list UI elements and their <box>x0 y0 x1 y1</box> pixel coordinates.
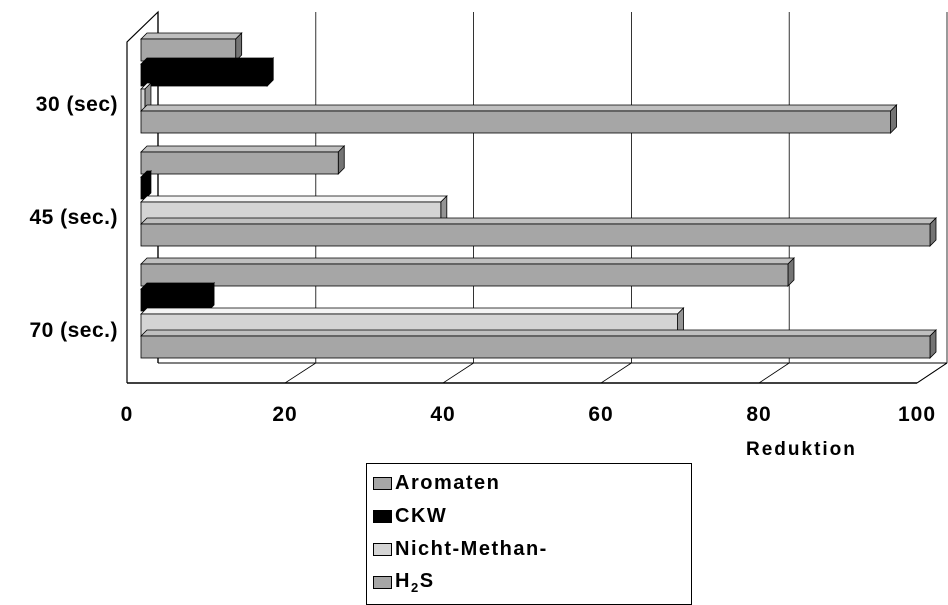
x-axis-title: Reduktion <box>746 439 857 460</box>
bar-h2s <box>140 217 937 247</box>
bar-top-face <box>140 145 346 153</box>
bar-top-face <box>140 195 448 203</box>
bar-ckw <box>140 170 152 200</box>
legend-label-ckw: CKW <box>395 504 448 527</box>
x-tick-labels: 0 20 40 60 80 100 <box>121 403 936 426</box>
bar-front-face <box>140 335 931 359</box>
bar-front-face <box>140 63 268 87</box>
floor-gridline <box>758 362 790 384</box>
bar-aromaten <box>140 32 243 62</box>
bar-front-face <box>140 263 789 287</box>
legend: Aromaten CKW Nicht-Methan- H2S <box>366 463 692 605</box>
x-tick-label: 40 <box>430 403 455 426</box>
bar-front-face <box>140 110 891 134</box>
bar-top-face <box>140 32 243 40</box>
bars <box>140 32 937 359</box>
bar-top-face <box>140 329 937 337</box>
legend-item-aromaten: Aromaten <box>373 468 500 498</box>
legend-label-h2s: H2S <box>395 570 435 595</box>
legend-label-h2s-sub: 2 <box>410 579 420 595</box>
legend-swatch-aromaten <box>373 476 392 490</box>
bar-aromaten <box>140 145 346 175</box>
x-tick-label: 100 <box>898 403 936 426</box>
legend-label-h2s-suffix: S <box>419 569 435 592</box>
legend-label-h2s-base: H <box>395 569 411 592</box>
floor-gridline <box>916 362 948 384</box>
bar-front-face <box>140 223 931 247</box>
category-label: 70 (sec.) <box>29 319 118 342</box>
bar-ckw <box>140 57 275 87</box>
legend-item-ckw: CKW <box>373 501 447 531</box>
bar-front-face <box>140 176 146 200</box>
legend-swatch-ckw <box>373 509 392 523</box>
x-tick-label: 0 <box>121 403 134 426</box>
bar-top-face <box>140 282 216 290</box>
floor-gridline <box>600 362 632 384</box>
legend-item-nicht-methan: Nicht-Methan- <box>373 534 548 564</box>
category-labels: 30 (sec) 45 (sec.) 70 (sec.) <box>29 93 118 342</box>
floor-gridline <box>284 362 317 384</box>
bar-top-face <box>140 104 898 112</box>
legend-swatch-h2s <box>373 575 392 589</box>
bar-top-face <box>140 307 685 315</box>
legend-label-nicht-methan: Nicht-Methan- <box>395 537 548 560</box>
bar-top-face <box>140 257 795 265</box>
category-label: 30 (sec) <box>36 93 118 116</box>
category-label: 45 (sec.) <box>29 206 118 229</box>
x-tick-label: 60 <box>588 403 613 426</box>
bar-front-face <box>140 151 339 175</box>
bar-top-face <box>140 57 275 65</box>
x-tick-label: 80 <box>746 403 771 426</box>
legend-swatch-nicht-methan <box>373 542 392 556</box>
legend-item-h2s: H2S <box>373 567 435 597</box>
bar-h2s <box>140 104 898 134</box>
bar-h2s <box>140 329 937 359</box>
floor-gridline <box>442 362 474 384</box>
legend-label-aromaten: Aromaten <box>395 471 501 494</box>
x-tick-label: 20 <box>272 403 297 426</box>
bar-top-face <box>140 217 937 225</box>
bar-ckw <box>140 282 216 312</box>
bar-aromaten <box>140 257 795 287</box>
plot-frame <box>126 10 948 384</box>
